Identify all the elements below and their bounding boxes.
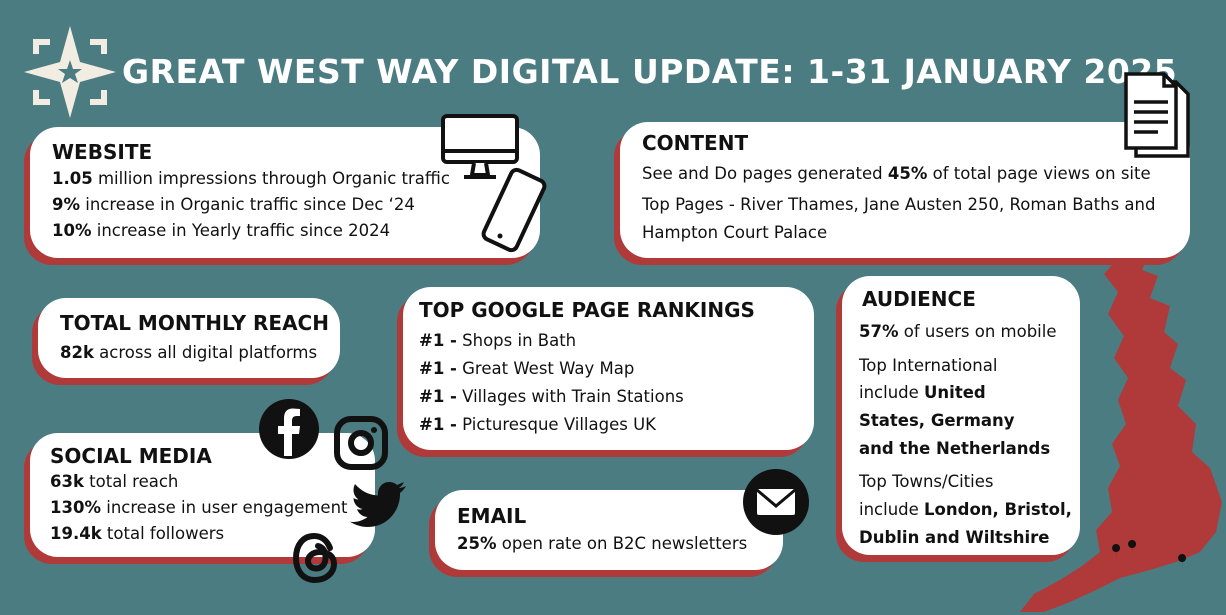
email-heading: EMAIL bbox=[457, 504, 527, 528]
social-line-2: 130% increase in user engagement bbox=[50, 498, 348, 517]
email-card: EMAIL 25% open rate on B2C newsletters bbox=[435, 490, 783, 570]
compass-star-logo-icon bbox=[22, 24, 118, 120]
ranking-item: #1 - Shops in Bath bbox=[419, 331, 577, 350]
content-heading: CONTENT bbox=[642, 131, 749, 155]
documents-icon bbox=[1120, 70, 1192, 160]
website-line-1: 1.05 million impressions through Organic… bbox=[52, 169, 450, 188]
content-line-3: Hampton Court Palace bbox=[642, 223, 828, 242]
audience-intl-4: and the Netherlands bbox=[859, 439, 1051, 458]
content-card: CONTENT See and Do pages generated 45% o… bbox=[620, 122, 1190, 258]
ranking-item: #1 - Villages with Train Stations bbox=[419, 387, 684, 406]
email-line: 25% open rate on B2C newsletters bbox=[457, 534, 748, 553]
social-heading: SOCIAL MEDIA bbox=[50, 444, 212, 468]
rankings-heading: TOP GOOGLE PAGE RANKINGS bbox=[419, 298, 755, 322]
rankings-card: TOP GOOGLE PAGE RANKINGS #1 - Shops in B… bbox=[403, 287, 814, 450]
twitter-bird-icon bbox=[344, 480, 408, 532]
page-title: GREAT WEST WAY DIGITAL UPDATE: 1-31 JANU… bbox=[122, 52, 1178, 91]
website-card: WEBSITE 1.05 million impressions through… bbox=[30, 127, 540, 258]
ranking-item: #1 - Picturesque Villages UK bbox=[419, 415, 656, 434]
content-line-2: Top Pages - River Thames, Jane Austen 25… bbox=[642, 195, 1156, 214]
instagram-icon bbox=[333, 415, 389, 471]
audience-intl-1: Top International bbox=[859, 356, 998, 375]
content-line-1: See and Do pages generated 45% of total … bbox=[642, 164, 1151, 183]
website-line-2: 9% increase in Organic traffic since Dec… bbox=[52, 195, 415, 214]
mobile-phone-icon bbox=[478, 166, 552, 256]
reach-heading: TOTAL MONTHLY REACH bbox=[60, 311, 329, 335]
threads-icon bbox=[286, 528, 346, 588]
website-line-3: 10% increase in Yearly traffic since 202… bbox=[52, 221, 391, 240]
social-line-3: 19.4k total followers bbox=[50, 524, 225, 543]
envelope-icon bbox=[742, 468, 810, 536]
audience-intl-3: States, Germany bbox=[859, 411, 1015, 430]
audience-card: AUDIENCE 57% of users on mobile Top Inte… bbox=[842, 276, 1080, 555]
audience-mobile: 57% of users on mobile bbox=[859, 322, 1057, 341]
audience-heading: AUDIENCE bbox=[862, 287, 976, 311]
reach-line: 82k across all digital platforms bbox=[60, 343, 318, 362]
audience-intl-2: include United bbox=[859, 383, 986, 402]
ranking-item: #1 - Great West Way Map bbox=[419, 359, 635, 378]
audience-towns-3: Dublin and Wiltshire bbox=[859, 528, 1050, 547]
reach-card: TOTAL MONTHLY REACH 82k across all digit… bbox=[38, 298, 340, 378]
audience-towns-2: include London, Bristol, bbox=[859, 500, 1072, 519]
desktop-monitor-icon bbox=[440, 113, 520, 183]
facebook-icon bbox=[258, 398, 320, 460]
website-heading: WEBSITE bbox=[52, 140, 153, 164]
social-line-1: 63k total reach bbox=[50, 472, 179, 491]
audience-towns-1: Top Towns/Cities bbox=[859, 472, 994, 491]
